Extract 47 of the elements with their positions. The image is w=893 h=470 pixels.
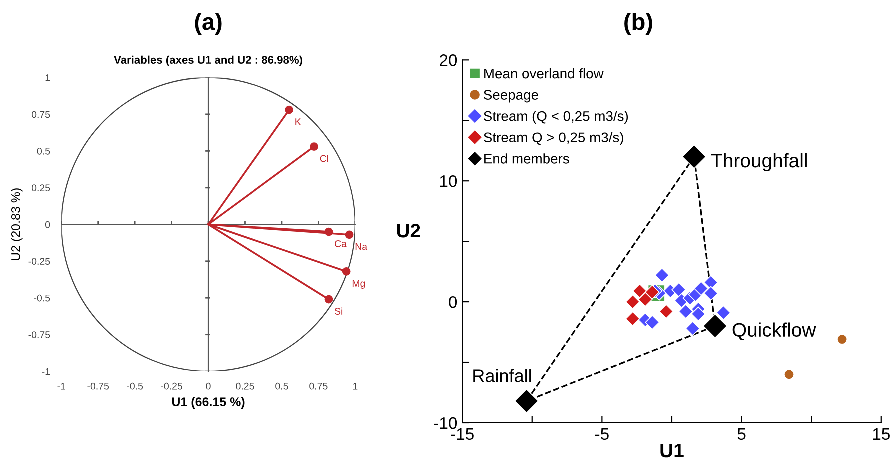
series-label: Mg: [352, 280, 366, 289]
y-tick-label: -10: [434, 417, 458, 430]
legend-label: Seepage: [484, 90, 538, 103]
y-axis-title: U2: [397, 224, 420, 238]
x-axis-title: U1 (66.15 %): [172, 397, 245, 409]
chart-subtitle: Variables (axes U1 and U2 : 86.98%): [114, 56, 302, 66]
x-tick-label: 15: [873, 428, 890, 440]
x-tick-label: 0: [206, 382, 211, 390]
y-axis-title: U2 (20.83 %): [11, 188, 23, 261]
x-tick-label: 5: [738, 428, 746, 440]
y-tick-label: 0: [449, 296, 458, 308]
y-tick-label: -1: [42, 368, 50, 376]
x-tick-label: -5: [596, 428, 609, 440]
x-tick-label: -1: [58, 383, 66, 390]
annotation: Rainfall: [474, 369, 532, 382]
x-tick-label: 0.75: [310, 382, 328, 390]
chart-title: (a): [195, 12, 222, 36]
annotation: Quickflow: [732, 322, 816, 340]
legend-label: End members: [484, 154, 570, 164]
legend-label: Mean overland flow: [484, 68, 604, 79]
legend-label: Stream (Q < 0,25 m3/s): [484, 111, 628, 124]
chart-title: (b): [624, 12, 652, 36]
x-tick-label: -15: [451, 428, 474, 440]
y-tick-label: 20: [440, 54, 458, 66]
y-tick-label: 0.75: [32, 111, 50, 118]
x-tick-label: -0.25: [161, 382, 182, 390]
y-tick-label: 1: [46, 74, 50, 82]
y-tick-label: 0: [45, 221, 50, 228]
legend-label: Stream Q > 0,25 m3/s): [484, 132, 624, 146]
annotation: Throughfall: [711, 153, 807, 172]
series-label: Si: [334, 308, 343, 315]
y-tick-label: 0.5: [37, 148, 50, 155]
y-tick-label: -0.75: [28, 332, 50, 338]
y-tick-label: -0.25: [28, 258, 50, 266]
series-label: Ca: [335, 240, 347, 248]
x-tick-label: -0.75: [88, 382, 110, 390]
x-tick-label: 1: [353, 383, 358, 390]
x-tick-label: 0.5: [276, 382, 288, 390]
series-label: K: [296, 118, 302, 126]
series-label: Cl: [320, 155, 328, 162]
y-tick-label: 10: [440, 176, 458, 188]
series-label: Na: [356, 244, 368, 250]
x-tick-label: -0.5: [127, 382, 144, 390]
x-tick-label: 0.25: [236, 382, 254, 390]
y-tick-label: 0.25: [32, 184, 50, 192]
y-tick-label: -0.5: [34, 294, 50, 302]
x-axis-title: U1: [660, 444, 684, 458]
